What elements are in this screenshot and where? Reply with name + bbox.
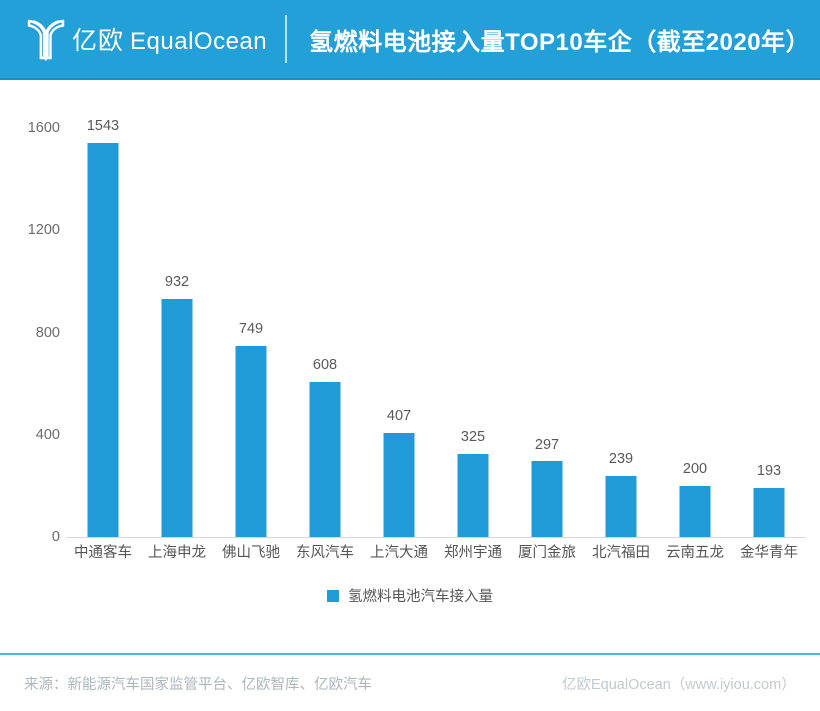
- x-category-label: 北汽福田: [592, 545, 650, 561]
- y-axis: 0 400 800 1200 1600: [12, 82, 60, 552]
- bar-slot: 1543: [66, 82, 140, 537]
- x-category-label: 厦门金旅: [518, 545, 576, 561]
- bar-slot: 608: [288, 82, 362, 537]
- footer-brand-text[interactable]: 亿欧EqualOcean（www.iyiou.com）: [562, 676, 796, 693]
- x-category-label: 中通客车: [74, 545, 132, 561]
- footer-bar: 来源：新能源汽车国家监管平台、亿欧智库、亿欧汽车 亿欧EqualOcean（ww…: [0, 655, 820, 711]
- bar[interactable]: [753, 487, 785, 537]
- bar-value-label: 239: [608, 451, 634, 468]
- legend-label: 氢燃料电池汽车接入量: [348, 589, 493, 605]
- y-tick-label: 400: [35, 426, 60, 443]
- x-category-label: 金华青年: [740, 545, 798, 561]
- bar-slot: 325: [436, 82, 510, 537]
- legend: 氢燃料电池汽车接入量: [0, 585, 820, 606]
- bar-value-label: 325: [460, 429, 486, 446]
- page-title: 氢燃料电池接入量TOP10车企（截至2020年）: [309, 28, 811, 56]
- bar[interactable]: [679, 485, 711, 537]
- header-bar: 亿欧 EqualOcean 氢燃料电池接入量TOP10车企（截至2020年）: [0, 0, 820, 80]
- bar[interactable]: [235, 345, 267, 537]
- bar[interactable]: [383, 432, 415, 537]
- x-category-label: 东风汽车: [296, 545, 354, 561]
- x-axis-baseline: [66, 537, 806, 538]
- bar[interactable]: [457, 453, 489, 537]
- y-tick-label: 800: [35, 324, 60, 341]
- legend-swatch-icon: [327, 589, 339, 602]
- plot-area: 1543 932 749 608 407 325 297 239 200 193: [66, 82, 806, 538]
- y-tick-label: 0: [51, 529, 60, 545]
- bar-slot: 193: [732, 82, 806, 537]
- y-tick-label: 1600: [27, 120, 60, 136]
- y-tick-label: 1200: [27, 222, 60, 239]
- bar-value-label: 932: [164, 274, 190, 291]
- bar[interactable]: [309, 381, 341, 537]
- x-category-label: 佛山飞驰: [222, 545, 280, 561]
- footer-source-text: 来源：新能源汽车国家监管平台、亿欧智库、亿欧汽车: [24, 676, 372, 693]
- bar-value-label: 608: [312, 357, 338, 374]
- equalocean-tree-logo-icon: [27, 19, 65, 61]
- header-divider: [285, 15, 288, 63]
- bar[interactable]: [531, 461, 563, 537]
- x-axis-labels: 中通客车 上海申龙 佛山飞驰 东风汽车 上汽大通 郑州宇通 厦门金旅 北汽福田 云南五龙 金华青年: [66, 546, 806, 570]
- bar-slot: 200: [658, 82, 732, 537]
- brand-wordmark: 亿欧 EqualOcean: [72, 21, 267, 57]
- bar-slot: 932: [140, 82, 214, 537]
- bar-value-label: 407: [386, 408, 412, 425]
- bar-slot: 407: [362, 82, 436, 537]
- x-category-label: 上海申龙: [148, 545, 206, 561]
- x-category-label: 上汽大通: [370, 545, 428, 561]
- bar[interactable]: [87, 142, 119, 537]
- brand-wordmark-en: EqualOcean: [130, 28, 268, 55]
- brand-logo[interactable]: 亿欧 EqualOcean: [26, 0, 267, 78]
- bar-value-label: 297: [534, 436, 560, 453]
- bar[interactable]: [161, 298, 193, 537]
- brand-wordmark-cn: 亿欧: [72, 27, 125, 55]
- bar-value-label: 200: [682, 461, 708, 478]
- bar-slot: 239: [584, 82, 658, 537]
- bar[interactable]: [605, 475, 637, 537]
- bar-value-label: 193: [756, 463, 782, 480]
- chart-container: 0 400 800 1200 1600 1543 932 749 608 407 325 297 23…: [0, 82, 820, 652]
- x-category-label: 云南五龙: [666, 545, 724, 561]
- bar-slot: 297: [510, 82, 584, 537]
- x-category-label: 郑州宇通: [444, 545, 502, 561]
- bar-value-label: 749: [238, 321, 264, 338]
- bar-slot: 749: [214, 82, 288, 537]
- bar-value-label: 1543: [86, 118, 120, 135]
- footer-divider: [0, 653, 820, 655]
